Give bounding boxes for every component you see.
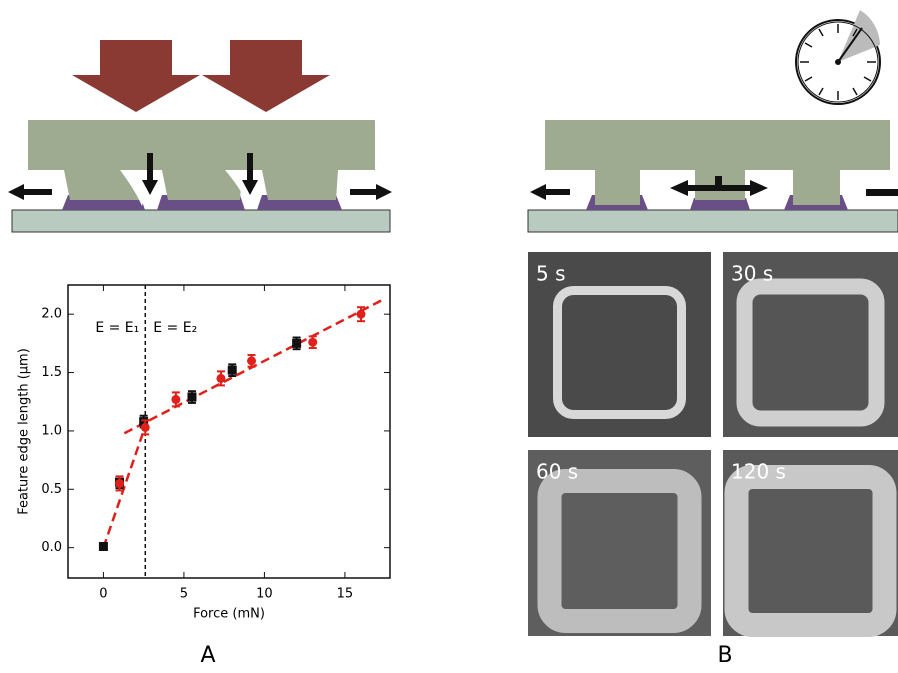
data-point — [308, 338, 317, 347]
annotation: E = E₁ — [95, 320, 139, 336]
x-tick-label: 5 — [180, 587, 188, 602]
x-tick-label: 0 — [99, 587, 107, 602]
y-tick-label: 0.5 — [41, 482, 62, 497]
data-point — [228, 366, 237, 375]
time-label: 5 s — [536, 262, 566, 286]
y-tick-label: 2.0 — [41, 307, 62, 322]
y-tick-label: 1.5 — [41, 365, 62, 380]
panel-label: A — [200, 643, 215, 668]
x-tick-label: 10 — [256, 587, 273, 602]
x-tick-label: 15 — [337, 587, 354, 602]
data-point — [216, 374, 225, 383]
figure: 5 s 30 s 60 s 120 s 0 5 10 15 0.0 0.5 1.0 1.5 2.0 Fo… — [0, 0, 898, 669]
data-point — [141, 423, 150, 432]
y-tick-label: 0.0 — [41, 540, 62, 555]
time-label: 30 s — [731, 262, 773, 286]
annotation: E = E₂ — [153, 320, 197, 336]
x-axis-label: Force (mN) — [193, 607, 265, 622]
chart: 0 5 10 15 0.0 0.5 1.0 1.5 2.0 Force (mN) Feature e… — [17, 285, 391, 622]
panel-label: B — [717, 643, 732, 668]
stamp-diagram-right — [528, 10, 898, 232]
data-point — [171, 395, 180, 404]
fit-line — [103, 417, 148, 548]
data-point — [115, 479, 124, 488]
y-axis-label: Feature edge length (μm) — [17, 348, 32, 515]
data-point — [357, 310, 366, 319]
data-point — [247, 356, 256, 365]
time-label: 120 s — [731, 460, 786, 484]
time-label: 60 s — [536, 460, 578, 484]
data-point — [292, 339, 301, 348]
y-tick-label: 1.0 — [41, 423, 62, 438]
data-point — [99, 542, 108, 551]
micrographs: 5 s 30 s 60 s 120 s — [528, 252, 898, 636]
stamp-diagram-left — [8, 40, 392, 232]
data-point — [187, 393, 196, 402]
